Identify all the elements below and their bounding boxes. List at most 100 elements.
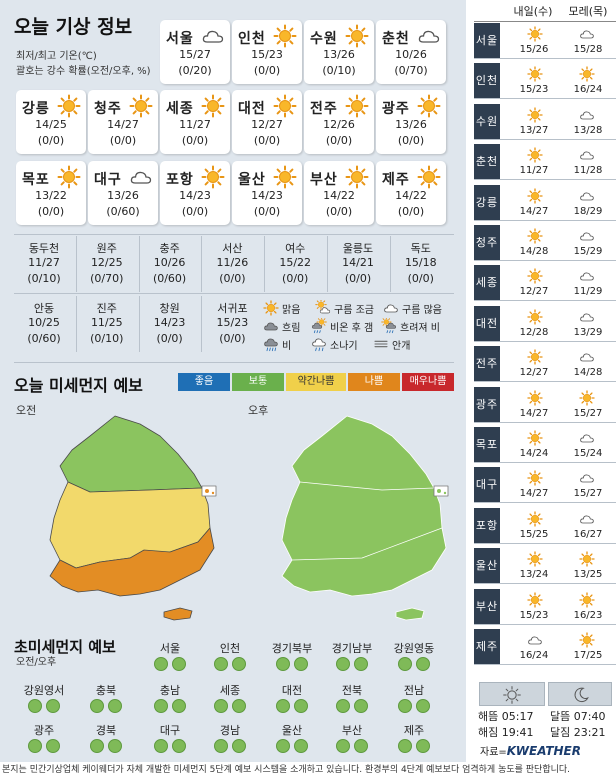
weather-icon-wrap [273, 165, 297, 189]
am-level-dot [154, 699, 168, 713]
pm-level-dot [232, 739, 246, 753]
ultra-am-pm-label: 오전/오후 [16, 657, 57, 668]
temperature: 15/27 [179, 48, 211, 61]
tomorrow-icon-wrap [526, 430, 544, 446]
row-city-name: 대구 [474, 467, 500, 503]
city-card: 광주 13/26 (0/0) [376, 90, 446, 154]
am-level-dot [28, 739, 42, 753]
forecast-row: 강릉 14/27 18/29 [474, 184, 616, 221]
city-card: 전주 12/26 (0/0) [304, 90, 374, 154]
cloud-icon [580, 151, 594, 160]
pm-level-dot [108, 739, 122, 753]
weather-icon-wrap [417, 24, 441, 48]
dust-level-box: 보통 [232, 373, 284, 391]
cloud-icon [580, 30, 594, 39]
legend-label: 흐림 [282, 322, 301, 334]
rain-probability: (0/0) [181, 134, 209, 147]
day-after-temperature: 16/27 [573, 528, 603, 540]
region-name: 전북 [341, 684, 363, 697]
day-after-icon-wrap [578, 632, 596, 648]
forecast-row: 대전 12/28 13/29 [474, 305, 616, 342]
cloud-icon [528, 636, 542, 645]
legend-item: 비 [262, 336, 291, 352]
page-title: 오늘 기상 정보 [14, 16, 133, 38]
city-card: 부산 14/22 (0/0) [304, 161, 374, 225]
am-pm-dots [262, 739, 322, 753]
sun-icon [527, 66, 543, 83]
forecast-row: 제주 16/24 17/25 [474, 629, 616, 665]
table-temperature: 11/26 [216, 256, 249, 269]
sun-icon [527, 26, 543, 42]
weather-icon-wrap [57, 94, 81, 118]
source-credit: 자료=KWEATHER [480, 743, 581, 758]
day-after-temperature: 13/29 [573, 326, 603, 338]
tomorrow-icon-wrap [526, 26, 544, 42]
weather-icon-wrap [273, 94, 297, 118]
weather-icon-wrap [201, 165, 225, 189]
dust-level-box: 좋음 [178, 373, 230, 391]
kweather-logo: KWEATHER [506, 744, 581, 758]
left-panel: 오늘 기상 정보 최저/최고 기온(℃) 괄호는 강수 확률(오전/오후, %)… [0, 0, 466, 762]
table-rain-probability: (0/0) [344, 272, 372, 285]
tomorrow-temperature: 15/26 [519, 44, 549, 55]
tomorrow-icon-wrap [526, 470, 544, 487]
temperature: 14/22 [323, 189, 355, 202]
city-name: 수원 [310, 31, 338, 47]
temperature: 15/23 [251, 48, 283, 61]
table-temperature: 15/22 [279, 256, 312, 269]
am-pm-dots [76, 699, 136, 713]
rain-probability: (0/0) [325, 205, 353, 218]
forecast-row: 춘천 11/27 11/28 [474, 144, 616, 181]
region-name: 전남 [403, 684, 425, 697]
weather-icon-wrap [417, 94, 441, 118]
dust-level-box: 나쁨 [348, 373, 400, 391]
am-pm-dots [140, 739, 200, 753]
tomorrow-temperature: 16/24 [519, 650, 549, 661]
table-rain-probability: (0/10) [90, 332, 124, 345]
weather-icon-wrap [57, 165, 81, 189]
fine-dust-title: 오늘 미세먼지 예보 [14, 376, 143, 395]
rain-probability: (0/0) [253, 64, 281, 77]
day-after-temperature: 18/29 [573, 205, 603, 217]
table-city-name: 독도 [410, 242, 431, 255]
table-city-name: 안동 [33, 302, 55, 315]
day-after-temperature: 15/29 [573, 246, 603, 257]
temperature: 14/22 [395, 189, 427, 202]
table-temperature: 11/27 [28, 256, 60, 269]
sun-icon [201, 165, 225, 189]
table-temperature: 15/18 [404, 256, 437, 269]
fine-dust-map-pm [281, 415, 449, 621]
legend-item: 비온 후 갬 [310, 318, 373, 334]
sun-icon [527, 430, 543, 446]
sun-icon [57, 94, 81, 118]
rain-probability: (0/20) [178, 64, 212, 77]
rain-legend-note: 괄호는 강수 확률(오전/오후, %) [16, 66, 151, 77]
row-city-name: 부산 [474, 588, 500, 624]
table-temperature: 11/25 [90, 316, 123, 329]
pm-level-dot [294, 699, 308, 713]
temperature: 14/27 [107, 118, 139, 131]
forecast-row: 광주 14/27 15/27 [474, 386, 616, 423]
sun-icon [579, 591, 595, 608]
tomorrow-icon-wrap [526, 147, 544, 163]
pm-level-dot [354, 739, 368, 753]
sun-box [479, 682, 545, 706]
map-region-south [49, 527, 215, 597]
pm-level-dot [46, 699, 60, 713]
temperature: 13/26 [323, 48, 355, 61]
am-pm-dots [14, 739, 74, 753]
weather-icon-wrap [345, 94, 369, 118]
column-divider [138, 236, 140, 292]
forecast-row: 전주 12/27 14/28 [474, 346, 616, 383]
rain-probability: (0/10) [322, 64, 356, 77]
sun-outline-icon [503, 686, 521, 704]
weather-icon-wrap [129, 165, 153, 189]
forecast-row: 인천 15/23 16/24 [474, 63, 616, 100]
am-pm-dots [262, 657, 322, 671]
am-level-dot [214, 657, 228, 671]
legend-item: 맑음 [262, 300, 300, 316]
sun-icon [527, 511, 543, 527]
legend-item: 소나기 [310, 336, 358, 352]
cloud-icon [580, 353, 594, 362]
sun-icon [273, 24, 297, 48]
